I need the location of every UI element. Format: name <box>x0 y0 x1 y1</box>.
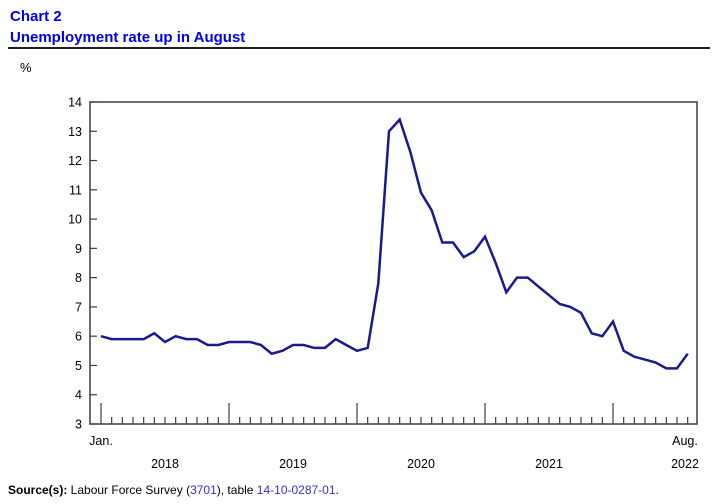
y-tick-label: 10 <box>68 213 82 227</box>
y-tick-label: 12 <box>68 154 82 168</box>
y-axis-ticks <box>90 101 97 425</box>
page-title: Unemployment rate up in August <box>10 29 246 46</box>
chart-label: Chart 2 <box>10 8 62 25</box>
source-line: Source(s): Labour Force Survey (3701), t… <box>8 483 339 497</box>
y-tick-label: 11 <box>69 183 82 197</box>
y-tick-label: 9 <box>75 242 82 256</box>
y-tick-label: 8 <box>75 271 82 285</box>
x-year-label: 2019 <box>279 457 307 471</box>
y-tick-label: 13 <box>68 125 82 139</box>
y-tick-label: 14 <box>68 96 82 110</box>
y-tick-label: 5 <box>75 359 82 373</box>
y-axis-unit-label: % <box>20 60 32 75</box>
x-year-label: 2018 <box>151 457 179 471</box>
y-tick-label: 3 <box>75 418 82 432</box>
source-text-pre: Labour Force Survey ( <box>67 483 191 497</box>
title-rule <box>8 47 710 49</box>
x-axis-year-labels: 2018 2019 2020 2021 <box>151 457 563 471</box>
survey-number-link[interactable]: 3701 <box>190 483 217 497</box>
x-axis-ticks <box>100 403 689 424</box>
x-axis-end-month-label: Aug. <box>672 434 698 448</box>
title-block: Chart 2 Unemployment rate up in August <box>10 6 245 48</box>
y-tick-label: 7 <box>75 300 82 314</box>
x-axis-end-year-label: 2022 <box>671 457 699 471</box>
y-tick-label: 6 <box>75 330 82 344</box>
x-axis-start-label: Jan. <box>89 434 113 448</box>
table-number-link[interactable]: 14-10-0287-01 <box>256 483 336 497</box>
unemployment-rate-line <box>100 117 689 370</box>
source-label: Source(s): <box>8 483 68 497</box>
x-year-label: 2020 <box>407 457 435 471</box>
x-year-label: 2021 <box>535 457 563 471</box>
source-text-mid: ), table <box>216 483 257 497</box>
plot-border <box>89 101 698 425</box>
y-axis-labels: 14 13 12 11 10 9 8 7 6 5 4 3 <box>68 96 82 432</box>
y-tick-label: 4 <box>75 388 82 402</box>
source-text-post: . <box>335 483 339 497</box>
